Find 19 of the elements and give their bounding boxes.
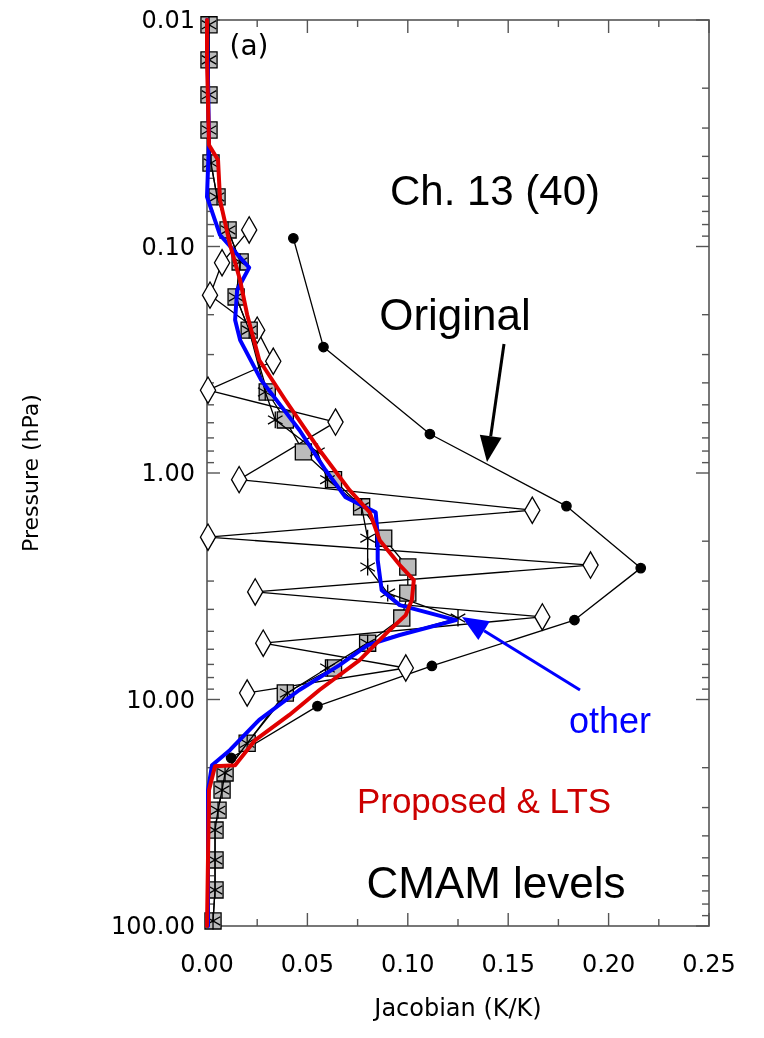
x-tick-label: 0.10 xyxy=(381,950,435,978)
y-axis-title: Pressure (hPa) xyxy=(18,394,43,552)
y-tick-label: 0.10 xyxy=(141,232,195,261)
x-tick-label: 0.00 xyxy=(180,950,234,978)
x-tick-label: 0.25 xyxy=(682,950,736,978)
x-tick-label: 0.15 xyxy=(481,950,535,978)
text: Proposed & LTS xyxy=(356,781,612,820)
x-tick-label: 0.05 xyxy=(280,950,335,978)
annotation: Ch. 13 (40) xyxy=(389,167,601,214)
text: other xyxy=(568,700,652,741)
annotation: (a) xyxy=(229,29,269,62)
x-tick-label: 0.20 xyxy=(581,950,636,978)
series-label: Original xyxy=(379,290,531,339)
x-axis-title: Jacobian (K/K) xyxy=(372,994,542,1022)
y-tick-label: 10.00 xyxy=(126,685,195,714)
y-tick-label: 100.00 xyxy=(111,912,195,941)
y-tick-label: 1.00 xyxy=(141,459,195,488)
y-tick-label: 0.01 xyxy=(141,6,195,35)
annotation: CMAM levels xyxy=(366,858,626,907)
